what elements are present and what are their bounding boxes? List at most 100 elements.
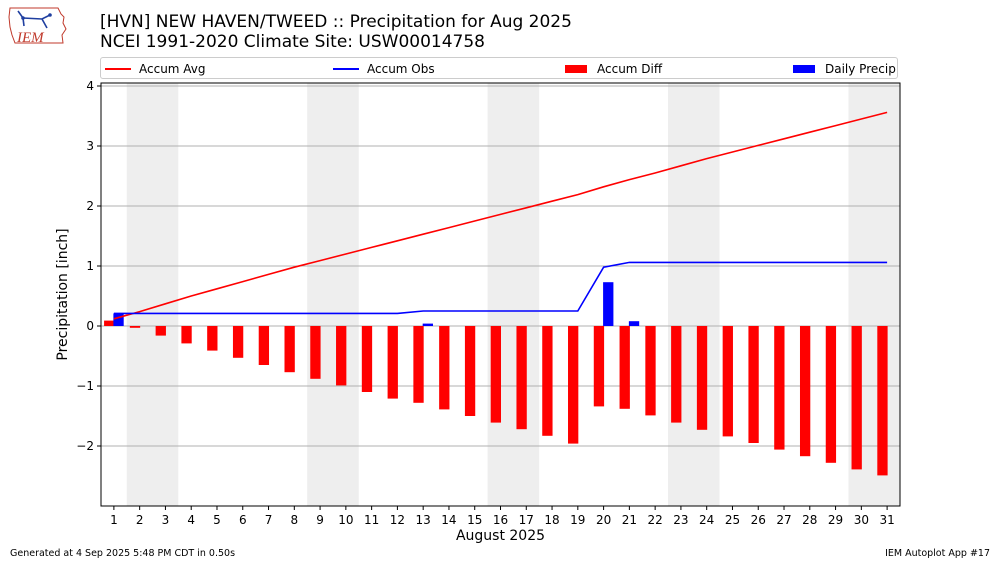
xtick-label-12: 12 — [390, 513, 405, 527]
legend-swatch-daily-precip — [793, 65, 815, 73]
iowa-state-outline — [8, 7, 67, 44]
xtick-label-14: 14 — [441, 513, 456, 527]
bar-accum-diff-day-2 — [129, 326, 141, 328]
xtick-label-4: 4 — [187, 513, 195, 527]
bar-accum-diff-day-24 — [696, 326, 708, 430]
xtick-label-13: 13 — [416, 513, 431, 527]
bar-accum-diff-day-11 — [361, 326, 373, 392]
bar-accum-diff-day-6 — [232, 326, 244, 358]
iem-logo: IEM — [8, 7, 67, 46]
legend-label-accum-diff: Accum Diff — [597, 62, 663, 76]
xtick-label-7: 7 — [265, 513, 273, 527]
bar-accum-diff-day-16 — [490, 326, 501, 423]
legend-item-daily-precip: Daily Precip — [793, 61, 896, 77]
bar-accum-diff-day-15 — [464, 326, 476, 416]
footer-generated: Generated at 4 Sep 2025 5:48 PM CDT in 0… — [10, 548, 236, 559]
xtick-label-6: 6 — [239, 513, 247, 527]
xtick-label-28: 28 — [802, 513, 817, 527]
xtick-label-1: 1 — [110, 513, 118, 527]
bar-daily-precip-day-20 — [603, 282, 614, 326]
xtick-label-30: 30 — [854, 513, 869, 527]
xtick-label-23: 23 — [673, 513, 688, 527]
xtick-label-15: 15 — [467, 513, 482, 527]
line-accum-avg — [113, 111, 888, 320]
bar-accum-diff-day-1 — [104, 320, 115, 326]
title-line-2: NCEI 1991-2020 Climate Site: USW00014758 — [100, 32, 485, 52]
legend-swatch-accum-obs — [333, 68, 359, 70]
legend-label-accum-avg: Accum Avg — [139, 62, 206, 76]
bar-accum-diff-day-30 — [851, 326, 862, 470]
bar-accum-diff-day-14 — [439, 326, 450, 410]
xtick-label-9: 9 — [316, 513, 324, 527]
ytick-label-0: 0 — [86, 319, 94, 333]
ytick-label--2: −2 — [76, 439, 94, 453]
xtick-label-31: 31 — [879, 513, 894, 527]
bar-accum-diff-day-10 — [336, 326, 347, 386]
ytick-label-3: 3 — [86, 139, 94, 153]
xtick-label-29: 29 — [828, 513, 843, 527]
bar-accum-diff-day-5 — [207, 326, 218, 351]
title-line-1: [HVN] NEW HAVEN/TWEED :: Precipitation f… — [100, 12, 572, 32]
xtick-label-5: 5 — [213, 513, 221, 527]
weekend-shade-0 — [126, 83, 179, 506]
legend-swatch-accum-avg — [105, 68, 131, 70]
xtick-label-10: 10 — [338, 513, 353, 527]
y-axis-label: Precipitation [inch] — [55, 228, 71, 360]
legend-item-accum-avg: Accum Avg — [105, 61, 206, 77]
bar-accum-diff-day-19 — [568, 326, 579, 444]
xtick-label-22: 22 — [648, 513, 663, 527]
xtick-label-25: 25 — [725, 513, 740, 527]
bar-accum-diff-day-21 — [619, 326, 630, 409]
bar-accum-diff-day-4 — [181, 326, 192, 344]
weekend-shade-2 — [487, 83, 540, 506]
legend-item-accum-obs: Accum Obs — [333, 61, 435, 77]
ytick-label-4: 4 — [86, 79, 94, 93]
xtick-label-19: 19 — [570, 513, 585, 527]
bar-daily-precip-day-21 — [628, 321, 640, 326]
xtick-label-24: 24 — [699, 513, 714, 527]
weekend-shade-1 — [307, 83, 359, 506]
legend-item-accum-diff: Accum Diff — [565, 61, 662, 77]
bar-accum-diff-day-23 — [671, 326, 682, 423]
bar-daily-precip-day-1 — [113, 313, 124, 326]
xtick-label-8: 8 — [290, 513, 298, 527]
bar-accum-diff-day-22 — [645, 326, 656, 416]
xtick-label-3: 3 — [162, 513, 170, 527]
chart-title: [HVN] NEW HAVEN/TWEED :: Precipitation f… — [100, 12, 572, 52]
bar-accum-diff-day-31 — [877, 326, 888, 476]
line-accum-obs — [113, 261, 888, 315]
xtick-label-17: 17 — [519, 513, 534, 527]
bar-accum-diff-day-3 — [155, 326, 166, 336]
footer-app-id: IEM Autoplot App #17 — [885, 548, 990, 559]
bar-accum-diff-day-13 — [413, 326, 424, 403]
bar-accum-diff-day-17 — [516, 326, 527, 430]
xtick-label-16: 16 — [493, 513, 508, 527]
xtick-label-20: 20 — [596, 513, 611, 527]
xtick-label-11: 11 — [364, 513, 379, 527]
xtick-label-18: 18 — [544, 513, 559, 527]
ytick-label--1: −1 — [76, 379, 94, 393]
bar-accum-diff-day-9 — [310, 326, 321, 379]
legend-label-daily-precip: Daily Precip — [825, 62, 896, 76]
xtick-label-26: 26 — [751, 513, 766, 527]
bar-accum-diff-day-27 — [774, 326, 785, 450]
x-axis-label: August 2025 — [456, 528, 545, 544]
xtick-label-2: 2 — [136, 513, 144, 527]
xtick-label-21: 21 — [622, 513, 637, 527]
bar-accum-diff-day-7 — [258, 326, 270, 365]
bar-accum-diff-day-28 — [799, 326, 811, 457]
bar-accum-diff-day-29 — [825, 326, 837, 463]
bar-daily-precip-day-13 — [422, 323, 433, 326]
chart-legend: Accum Avg Accum Obs Accum Diff Daily Pre… — [100, 57, 898, 79]
bar-accum-diff-day-12 — [387, 326, 398, 399]
weekend-shade-3 — [668, 83, 720, 506]
bar-accum-diff-day-26 — [748, 326, 759, 443]
logo-text: IEM — [16, 30, 45, 46]
legend-swatch-accum-diff — [565, 65, 587, 73]
bar-accum-diff-day-20 — [593, 326, 605, 407]
bar-accum-diff-day-25 — [722, 326, 733, 437]
bar-accum-diff-day-18 — [542, 326, 553, 436]
xtick-label-27: 27 — [776, 513, 791, 527]
bar-accum-diff-day-8 — [284, 326, 295, 373]
